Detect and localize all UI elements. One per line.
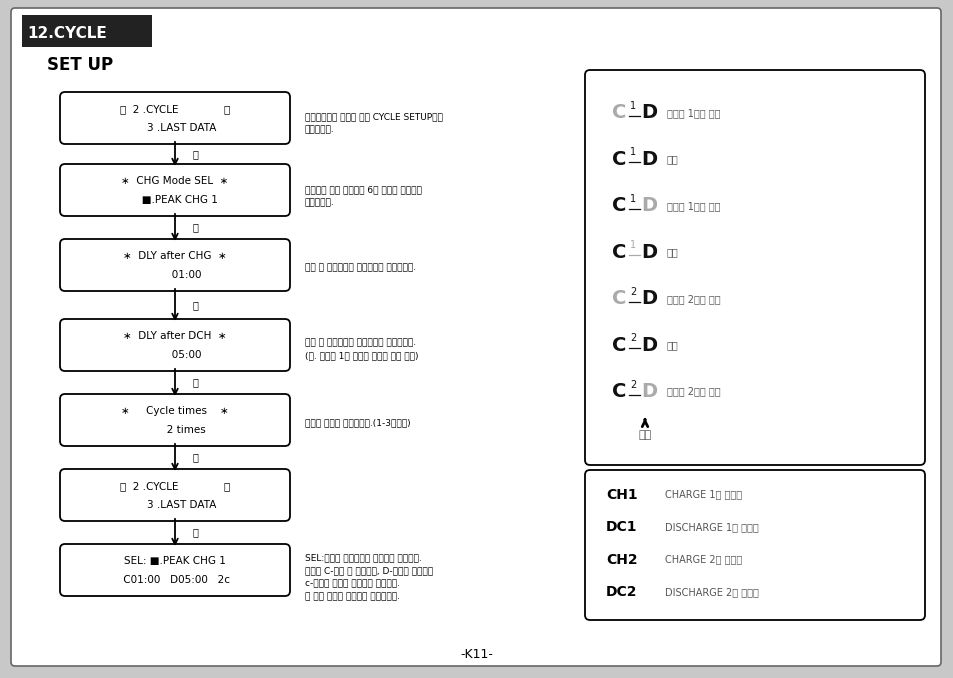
Text: CHARGE 2의 데이터: CHARGE 2의 데이터	[664, 555, 741, 565]
Text: 1: 1	[629, 147, 636, 157]
Text: C: C	[612, 382, 626, 401]
Text: C: C	[612, 104, 626, 123]
Text: C: C	[612, 197, 626, 216]
Text: D: D	[640, 290, 657, 308]
Text: 2: 2	[629, 287, 636, 297]
Text: ⏭: ⏭	[193, 378, 198, 388]
FancyBboxPatch shape	[60, 319, 290, 371]
Text: D: D	[640, 150, 657, 169]
Text: 사이클 횟수를 설정합니다.(1-3회까지): 사이클 횟수를 설정합니다.(1-3회까지)	[305, 418, 410, 427]
Text: 사이클 2회의 방전: 사이클 2회의 방전	[666, 386, 720, 397]
Text: DISCHARGE 1의 데이터: DISCHARGE 1의 데이터	[664, 522, 758, 532]
Text: 사이클 2회의 충전: 사이클 2회의 충전	[666, 294, 720, 304]
Text: ∗  CHG Mode SEL  ∗: ∗ CHG Mode SEL ∗	[121, 176, 229, 186]
Text: C01:00   D05:00   2c: C01:00 D05:00 2c	[120, 575, 230, 585]
Text: DC2: DC2	[605, 585, 637, 599]
Text: 3 .LAST DATA: 3 .LAST DATA	[133, 123, 216, 133]
Text: 01:00: 01:00	[149, 270, 201, 280]
Text: 2: 2	[629, 333, 636, 343]
Text: ⏭: ⏭	[193, 527, 198, 538]
FancyBboxPatch shape	[60, 92, 290, 144]
Text: D: D	[640, 336, 657, 355]
FancyBboxPatch shape	[584, 470, 924, 620]
Text: CHARGE 1의 데이터: CHARGE 1의 데이터	[664, 490, 741, 500]
Text: ∗     Cycle times    ∗: ∗ Cycle times ∗	[121, 406, 229, 416]
Text: 메인메뉴에서 ⏮키를 눈러 CYCLE SETUP으로
들어갑니다.: 메인메뉴에서 ⏮키를 눈러 CYCLE SETUP으로 들어갑니다.	[305, 112, 442, 134]
Text: CH2: CH2	[605, 553, 637, 567]
Text: SEL: ■.PEAK CHG 1: SEL: ■.PEAK CHG 1	[124, 556, 226, 566]
Text: 저장되어 있는 충전모드 6개 중에서 한가지를
선택합니다.: 저장되어 있는 충전모드 6개 중에서 한가지를 선택합니다.	[305, 185, 421, 207]
Text: D: D	[640, 382, 657, 401]
Text: 사이클 1회의 충전: 사이클 1회의 충전	[666, 108, 720, 118]
Text: C: C	[612, 290, 626, 308]
FancyBboxPatch shape	[60, 164, 290, 216]
FancyBboxPatch shape	[60, 239, 290, 291]
Text: C: C	[612, 243, 626, 262]
Text: C: C	[612, 150, 626, 169]
Text: D: D	[640, 197, 657, 216]
Text: 종료: 종료	[638, 430, 651, 440]
Text: 휴식: 휴식	[666, 340, 678, 350]
Text: ⏭: ⏭	[193, 222, 198, 233]
Text: DISCHARGE 2의 데이터: DISCHARGE 2의 데이터	[664, 587, 758, 597]
Text: ⏭: ⏭	[193, 300, 198, 310]
FancyBboxPatch shape	[60, 544, 290, 596]
Text: 3 .LAST DATA: 3 .LAST DATA	[133, 500, 216, 510]
Text: 05:00: 05:00	[149, 350, 201, 360]
Text: CH1: CH1	[605, 487, 637, 502]
Text: 1: 1	[629, 194, 636, 204]
Text: 휴식: 휴식	[666, 155, 678, 165]
FancyBboxPatch shape	[11, 8, 940, 666]
Text: ⏮  2 .CYCLE              ⏭: ⏮ 2 .CYCLE ⏭	[120, 104, 230, 114]
Text: ⏮  2 .CYCLE              ⏭: ⏮ 2 .CYCLE ⏭	[120, 481, 230, 491]
FancyBboxPatch shape	[584, 70, 924, 465]
Text: D: D	[640, 243, 657, 262]
Text: ∗  DLY after DCH  ∗: ∗ DLY after DCH ∗	[123, 331, 227, 341]
Text: 방전 후 충전까지의 휴식시간을 설정합니다.
(단. 사이클 1회 시에는 설정할 필요 없음): 방전 후 충전까지의 휴식시간을 설정합니다. (단. 사이클 1회 시에는 설…	[305, 338, 418, 360]
Text: 충전 후 방전까지의 휴식시간을 설정합니다.: 충전 후 방전까지의 휴식시간을 설정합니다.	[305, 263, 416, 272]
FancyBboxPatch shape	[60, 394, 290, 446]
Text: SEL:선택된 충전모드를 보여주고 있습니다.
지정된 C-충전 후 휴식시간, D-방전후 휴식시간
c-사이클 횟수를 보여주고 있습니다.
⏮ 키를 누: SEL:선택된 충전모드를 보여주고 있습니다. 지정된 C-충전 후 휴식시간…	[305, 553, 433, 601]
Text: ⏭: ⏭	[193, 452, 198, 462]
Text: C: C	[612, 336, 626, 355]
Text: 2 times: 2 times	[144, 425, 206, 435]
Text: 사이클 1회의 방전: 사이클 1회의 방전	[666, 201, 720, 211]
Text: DC1: DC1	[605, 520, 637, 534]
Text: ⏭: ⏭	[193, 149, 198, 159]
Text: 1: 1	[629, 240, 636, 250]
Text: 1: 1	[629, 101, 636, 111]
Text: -K11-: -K11-	[460, 648, 493, 662]
FancyBboxPatch shape	[60, 469, 290, 521]
Text: ∗  DLY after CHG  ∗: ∗ DLY after CHG ∗	[123, 251, 227, 261]
Text: 휴식: 휴식	[666, 247, 678, 257]
Text: 2: 2	[629, 380, 636, 390]
Text: ■.PEAK CHG 1: ■.PEAK CHG 1	[132, 195, 217, 205]
Text: D: D	[640, 104, 657, 123]
Bar	[22, 15, 152, 47]
Text: 12.CYCLE: 12.CYCLE	[27, 26, 107, 41]
Text: SET UP: SET UP	[47, 56, 113, 74]
